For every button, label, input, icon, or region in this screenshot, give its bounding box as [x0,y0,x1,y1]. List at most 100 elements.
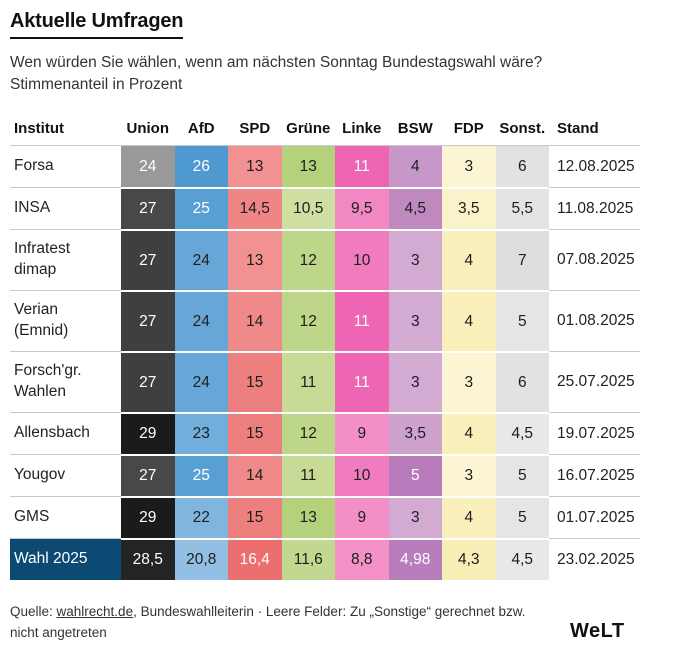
institute-name: Verian (Emnid) [10,290,121,351]
value-cell: 13 [281,145,335,187]
value-cell: 5 [495,454,549,496]
value-cell: 16,4 [228,538,282,580]
value-cell: 10 [335,229,389,290]
table-row: Infratest dimap 27 24 13 12 10 3 4 7 07.08.2025 [10,229,640,290]
value-cell: 4 [442,496,496,538]
welt-logo: WeLT [570,619,625,642]
subtitle-line-2: Stimmenanteil in Prozent [10,76,183,93]
value-cell: 4,5 [495,538,549,580]
footer: Quelle: wahlrecht.de, Bundeswahlleiterin… [10,602,658,644]
value-cell: 4 [388,145,442,187]
column-header: BSW [397,119,433,137]
date-cell: 12.08.2025 [549,145,640,187]
value-cell: 9 [335,496,389,538]
value-cell: 13 [228,145,282,187]
value-cell: 24 [174,290,228,351]
value-cell: 4,98 [388,538,442,580]
value-cell: 5,5 [495,187,549,229]
institute-name: Allensbach [10,412,121,454]
value-cell: 25 [174,454,228,496]
institute-name: INSA [10,187,121,229]
subtitle-line-1: Wen würden Sie wählen, wenn am nächsten … [10,54,543,71]
date-cell: 19.07.2025 [549,412,640,454]
value-cell: 3,5 [388,412,442,454]
wahlrecht-link[interactable]: wahlrecht.de [56,604,134,619]
source-prefix: Quelle: [10,604,57,619]
value-cell: 4,3 [442,538,496,580]
value-cell: 23 [174,412,228,454]
value-cell: 15 [228,412,282,454]
value-cell: 27 [121,187,175,229]
source-suffix: , Bundeswahlleiterin · Leere Felder: Zu … [133,604,526,619]
value-cell: 3 [442,351,496,412]
source-line-2: nicht angetreten [10,624,107,640]
value-cell: 3 [388,290,442,351]
column-header: Union [126,119,170,137]
value-cell: 4,5 [388,187,442,229]
value-cell: 3 [442,454,496,496]
page-title: Aktuelle Umfragen [10,10,184,39]
value-cell: 24 [174,229,228,290]
value-cell: 26 [174,145,228,187]
table-row: GMS 29 22 15 13 9 3 4 5 01.07.2025 [10,496,640,538]
value-cell: 8,8 [335,538,389,580]
table-row: Verian (Emnid) 27 24 14 12 11 3 4 5 01.08.2025 [10,290,640,351]
date-cell: 11.08.2025 [549,187,640,229]
value-cell: 24 [174,351,228,412]
value-cell: 22 [174,496,228,538]
value-cell: 15 [228,351,282,412]
column-header: AfD [187,119,215,137]
date-cell: 07.08.2025 [549,229,640,290]
value-cell: 25 [174,187,228,229]
value-cell: 14 [228,290,282,351]
value-cell: 3,5 [442,187,496,229]
column-header: FDP [453,119,484,137]
column-header: Sonst. [499,119,546,137]
value-cell: 3 [442,145,496,187]
value-cell: 27 [121,454,175,496]
value-cell: 9,5 [335,187,389,229]
value-cell: 5 [388,454,442,496]
value-cell: 20,8 [174,538,228,580]
value-cell: 9 [335,412,389,454]
table-body: Forsa 24 26 13 13 11 4 3 6 12.08.2025 INSA 27 25 14,5… [10,145,640,580]
value-cell: 4 [442,412,496,454]
value-cell: 28,5 [121,538,175,580]
value-cell: 6 [495,351,549,412]
institute-name: Forsch'gr. Wahlen [10,351,121,412]
value-cell: 15 [228,496,282,538]
value-cell: 11 [335,290,389,351]
value-cell: 11 [335,351,389,412]
institute-name: Wahl 2025 [10,538,121,580]
value-cell: 27 [121,351,175,412]
institute-name: Forsa [10,145,121,187]
value-cell: 12 [281,412,335,454]
table-row: Wahl 2025 28,5 20,8 16,4 11,6 8,8 4,98 4,3 4,5 23… [10,538,640,580]
institute-name: Infratest dimap [10,229,121,290]
table-row: Forsch'gr. Wahlen 27 24 15 11 11 3 3 6 25.07.2025 [10,351,640,412]
subtitle: Wen würden Sie wählen, wenn am nächsten … [10,52,685,96]
value-cell: 4 [442,229,496,290]
value-cell: 27 [121,290,175,351]
value-cell: 11 [281,351,335,412]
column-header: SPD [239,119,271,137]
column-header: Linke [342,119,382,137]
date-cell: 25.07.2025 [549,351,640,412]
value-cell: 12 [281,290,335,351]
table-header: Institut Union AfD SPD Grüne Linke BSW FDP Sonst… [10,111,640,145]
source-note: Quelle: wahlrecht.de, Bundeswahlleiterin… [10,602,570,644]
poll-table: Institut Union AfD SPD Grüne Linke BSW FDP Sonst… [10,111,640,580]
value-cell: 11 [335,145,389,187]
column-header: Stand [557,119,599,137]
value-cell: 29 [121,496,175,538]
value-cell: 13 [228,229,282,290]
value-cell: 11 [281,454,335,496]
value-cell: 11,6 [281,538,335,580]
date-cell: 01.08.2025 [549,290,640,351]
column-header: Grüne [286,119,331,137]
value-cell: 3 [388,229,442,290]
value-cell: 10,5 [281,187,335,229]
date-cell: 01.07.2025 [549,496,640,538]
value-cell: 4 [442,290,496,351]
